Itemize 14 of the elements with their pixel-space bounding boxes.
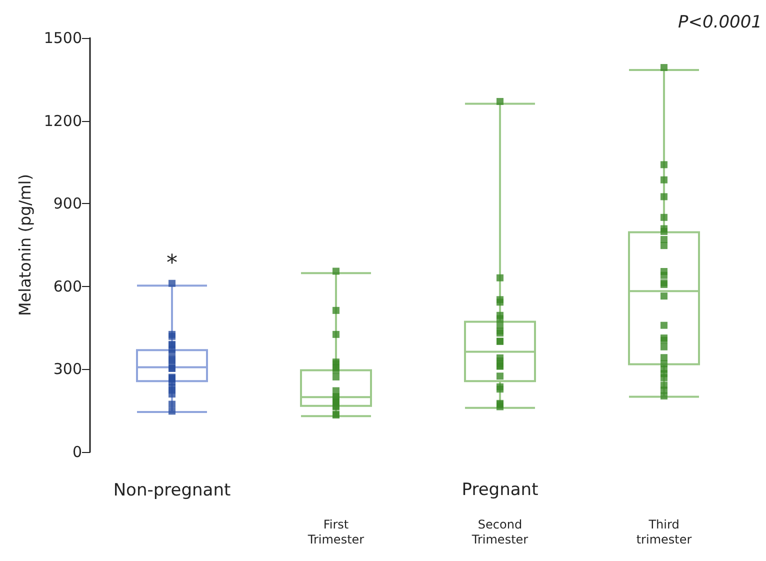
y-axis-title: Melatonin (pg/ml) [15,174,34,316]
y-tick-label: 1200 [44,112,82,130]
y-tick-label: 900 [53,194,82,213]
y-tick-label: 1500 [44,29,82,47]
annotation: * [166,251,178,276]
y-tick-label: 300 [53,360,82,378]
x-tick-label: Non-pregnant [113,480,231,500]
text: P<0.0001 [678,12,762,32]
x-tick-label: Third trimester [636,518,692,546]
y-tick-label: 0 [72,443,82,461]
y-tick-label: 600 [53,277,82,296]
x-tick-label: First Trimester [306,518,364,546]
x-tick-label: Second Trimester [470,518,528,546]
text: Pregnant [462,480,539,500]
